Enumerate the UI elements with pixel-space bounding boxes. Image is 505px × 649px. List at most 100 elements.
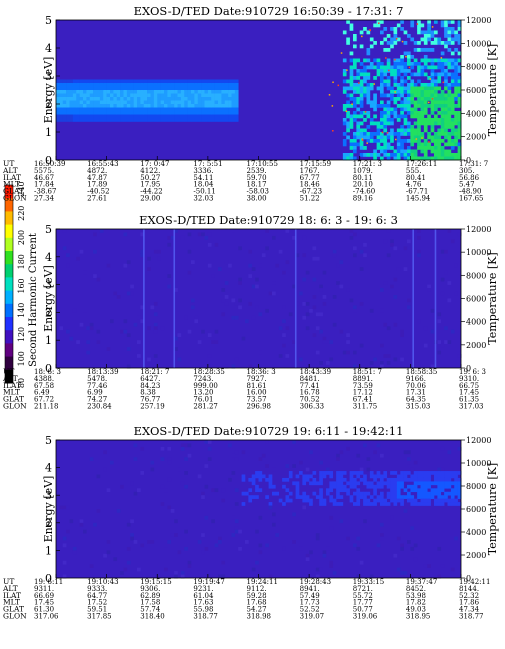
spectrogram-cell	[437, 128, 442, 133]
spectrogram-cell	[140, 232, 145, 237]
spectrogram-cell	[440, 502, 445, 506]
spectrogram-cell	[359, 100, 364, 105]
spectrogram-cell	[447, 471, 452, 475]
spectrogram-cell	[96, 93, 101, 98]
spectrogram-cell	[403, 72, 408, 77]
spectrogram-cell	[93, 79, 97, 84]
spectrogram-cell	[76, 256, 80, 261]
spectrogram-cell	[454, 83, 458, 87]
spectrogram-cell	[248, 249, 253, 254]
spectrogram-cell	[400, 153, 404, 157]
spectrogram-cell	[116, 509, 121, 513]
spectrogram-cell	[417, 142, 421, 147]
orbit-value: 317.03	[459, 403, 484, 411]
spectrogram-cell	[390, 284, 394, 289]
spectrogram-cell	[191, 100, 195, 105]
orbit-value: 318.98	[247, 613, 272, 621]
spectrogram-cell	[444, 72, 448, 77]
spectrogram-cell	[137, 340, 141, 344]
spectrogram-cell	[62, 574, 67, 579]
spectrogram-cell	[427, 491, 431, 496]
spectrogram-dot	[385, 57, 387, 59]
orbit-value: 8452.	[406, 585, 426, 593]
spectrogram-cell	[86, 97, 91, 101]
spectrogram-cell	[447, 156, 452, 161]
spectrogram-cell	[140, 83, 145, 87]
spectrogram-cell	[359, 477, 364, 482]
spectrogram-cell	[66, 253, 70, 258]
spectrogram-cell	[187, 118, 192, 122]
spectrogram-cell	[130, 481, 134, 486]
spectrogram-cell	[299, 357, 303, 362]
spectrogram-cell	[234, 488, 239, 493]
orbit-value: 9311.	[34, 585, 54, 593]
spectrogram-cell	[440, 118, 445, 122]
spectrogram-cell	[86, 326, 91, 331]
spectrogram-cell	[413, 104, 418, 108]
spectrogram-cell	[346, 333, 350, 338]
spectrogram-cell	[194, 114, 199, 119]
spectrogram-cell	[147, 357, 151, 362]
orbit-value: 17.84	[34, 181, 55, 189]
spectrogram-cell	[66, 114, 70, 119]
spectrogram-cell	[373, 41, 377, 45]
y-tick-label: 2	[45, 98, 52, 111]
spectrogram-cell	[309, 481, 313, 486]
spectrogram-cell	[376, 443, 381, 448]
spectrogram-cell	[413, 72, 418, 77]
spectrogram-cell	[336, 477, 340, 482]
y2-tick-label: 10000	[466, 248, 491, 257]
spectrogram-cell	[454, 72, 458, 77]
spectrogram-cell	[295, 484, 300, 489]
spectrogram-cell	[450, 83, 455, 87]
spectrogram-cell	[184, 104, 188, 108]
spectrogram-cell	[417, 477, 421, 482]
spectrogram-cell	[72, 90, 77, 94]
spectrogram-cell	[174, 86, 178, 91]
spectrogram-cell	[447, 48, 452, 52]
spectrogram-cell	[231, 90, 236, 94]
spectrogram-cell	[285, 260, 290, 265]
spectrogram-cell	[272, 235, 276, 240]
spectrogram-cell	[72, 93, 77, 98]
spectrogram-cell	[440, 72, 445, 77]
spectrogram-cell	[258, 263, 263, 268]
spectrogram-cell	[106, 347, 111, 351]
spectrogram-cell	[457, 76, 462, 80]
orbit-value: 18:36: 3	[247, 368, 276, 376]
spectrogram-cell	[201, 495, 205, 499]
spectrogram-cell	[231, 97, 236, 101]
spectrogram-cell	[309, 450, 313, 455]
spectrogram-cell	[457, 58, 462, 63]
spectrogram-cell	[265, 440, 269, 444]
spectrogram-cell	[366, 30, 371, 35]
spectrogram-cell	[99, 93, 104, 98]
spectrogram-cell	[440, 41, 445, 45]
spectrogram-cell	[234, 107, 239, 112]
spectrogram-cell	[390, 72, 394, 77]
spectrogram-cell	[197, 111, 202, 115]
y-tick-label: 5	[45, 223, 52, 236]
spectrogram-cell	[437, 41, 442, 45]
spectrogram-cell	[89, 104, 94, 108]
orbit-value: 46.67	[34, 174, 54, 182]
orbit-row-label: UT	[3, 159, 14, 168]
spectrogram-cell	[143, 93, 148, 98]
spectrogram-cell	[99, 114, 104, 119]
spectrogram-cell	[167, 457, 172, 461]
spectrogram-cell	[386, 104, 391, 108]
spectrogram-cell	[403, 571, 408, 575]
orbit-value: 66.75	[459, 382, 479, 390]
spectrogram-cell	[106, 93, 111, 98]
spectrogram-cell	[417, 93, 421, 98]
spectrogram-cell	[369, 121, 374, 126]
spectrogram-cell	[66, 263, 70, 268]
spectrogram-cell	[410, 135, 415, 140]
orbit-value: 999.00	[193, 382, 218, 390]
spectrogram-cell	[407, 477, 411, 482]
spectrogram-cell	[437, 100, 442, 105]
spectrogram-cell	[359, 62, 364, 66]
spectrogram-cell	[174, 100, 178, 105]
orbit-value: 8941.	[300, 585, 320, 593]
spectrogram-cell	[430, 139, 435, 143]
